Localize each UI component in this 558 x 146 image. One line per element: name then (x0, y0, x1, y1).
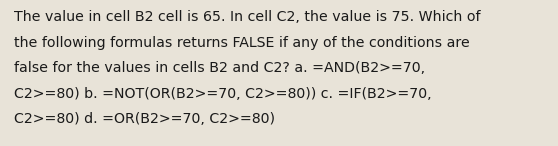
Text: false for the values in cells B2 and C2? a. =AND(B2>=70,: false for the values in cells B2 and C2?… (14, 61, 425, 75)
Text: The value in cell B2 cell is 65. In cell C2, the value is 75. Which of: The value in cell B2 cell is 65. In cell… (14, 10, 480, 24)
Text: the following formulas returns FALSE if any of the conditions are: the following formulas returns FALSE if … (14, 36, 470, 50)
Text: C2>=80) d. =OR(B2>=70, C2>=80): C2>=80) d. =OR(B2>=70, C2>=80) (14, 112, 275, 126)
Text: C2>=80) b. =NOT(OR(B2>=70, C2>=80)) c. =IF(B2>=70,: C2>=80) b. =NOT(OR(B2>=70, C2>=80)) c. =… (14, 87, 431, 101)
